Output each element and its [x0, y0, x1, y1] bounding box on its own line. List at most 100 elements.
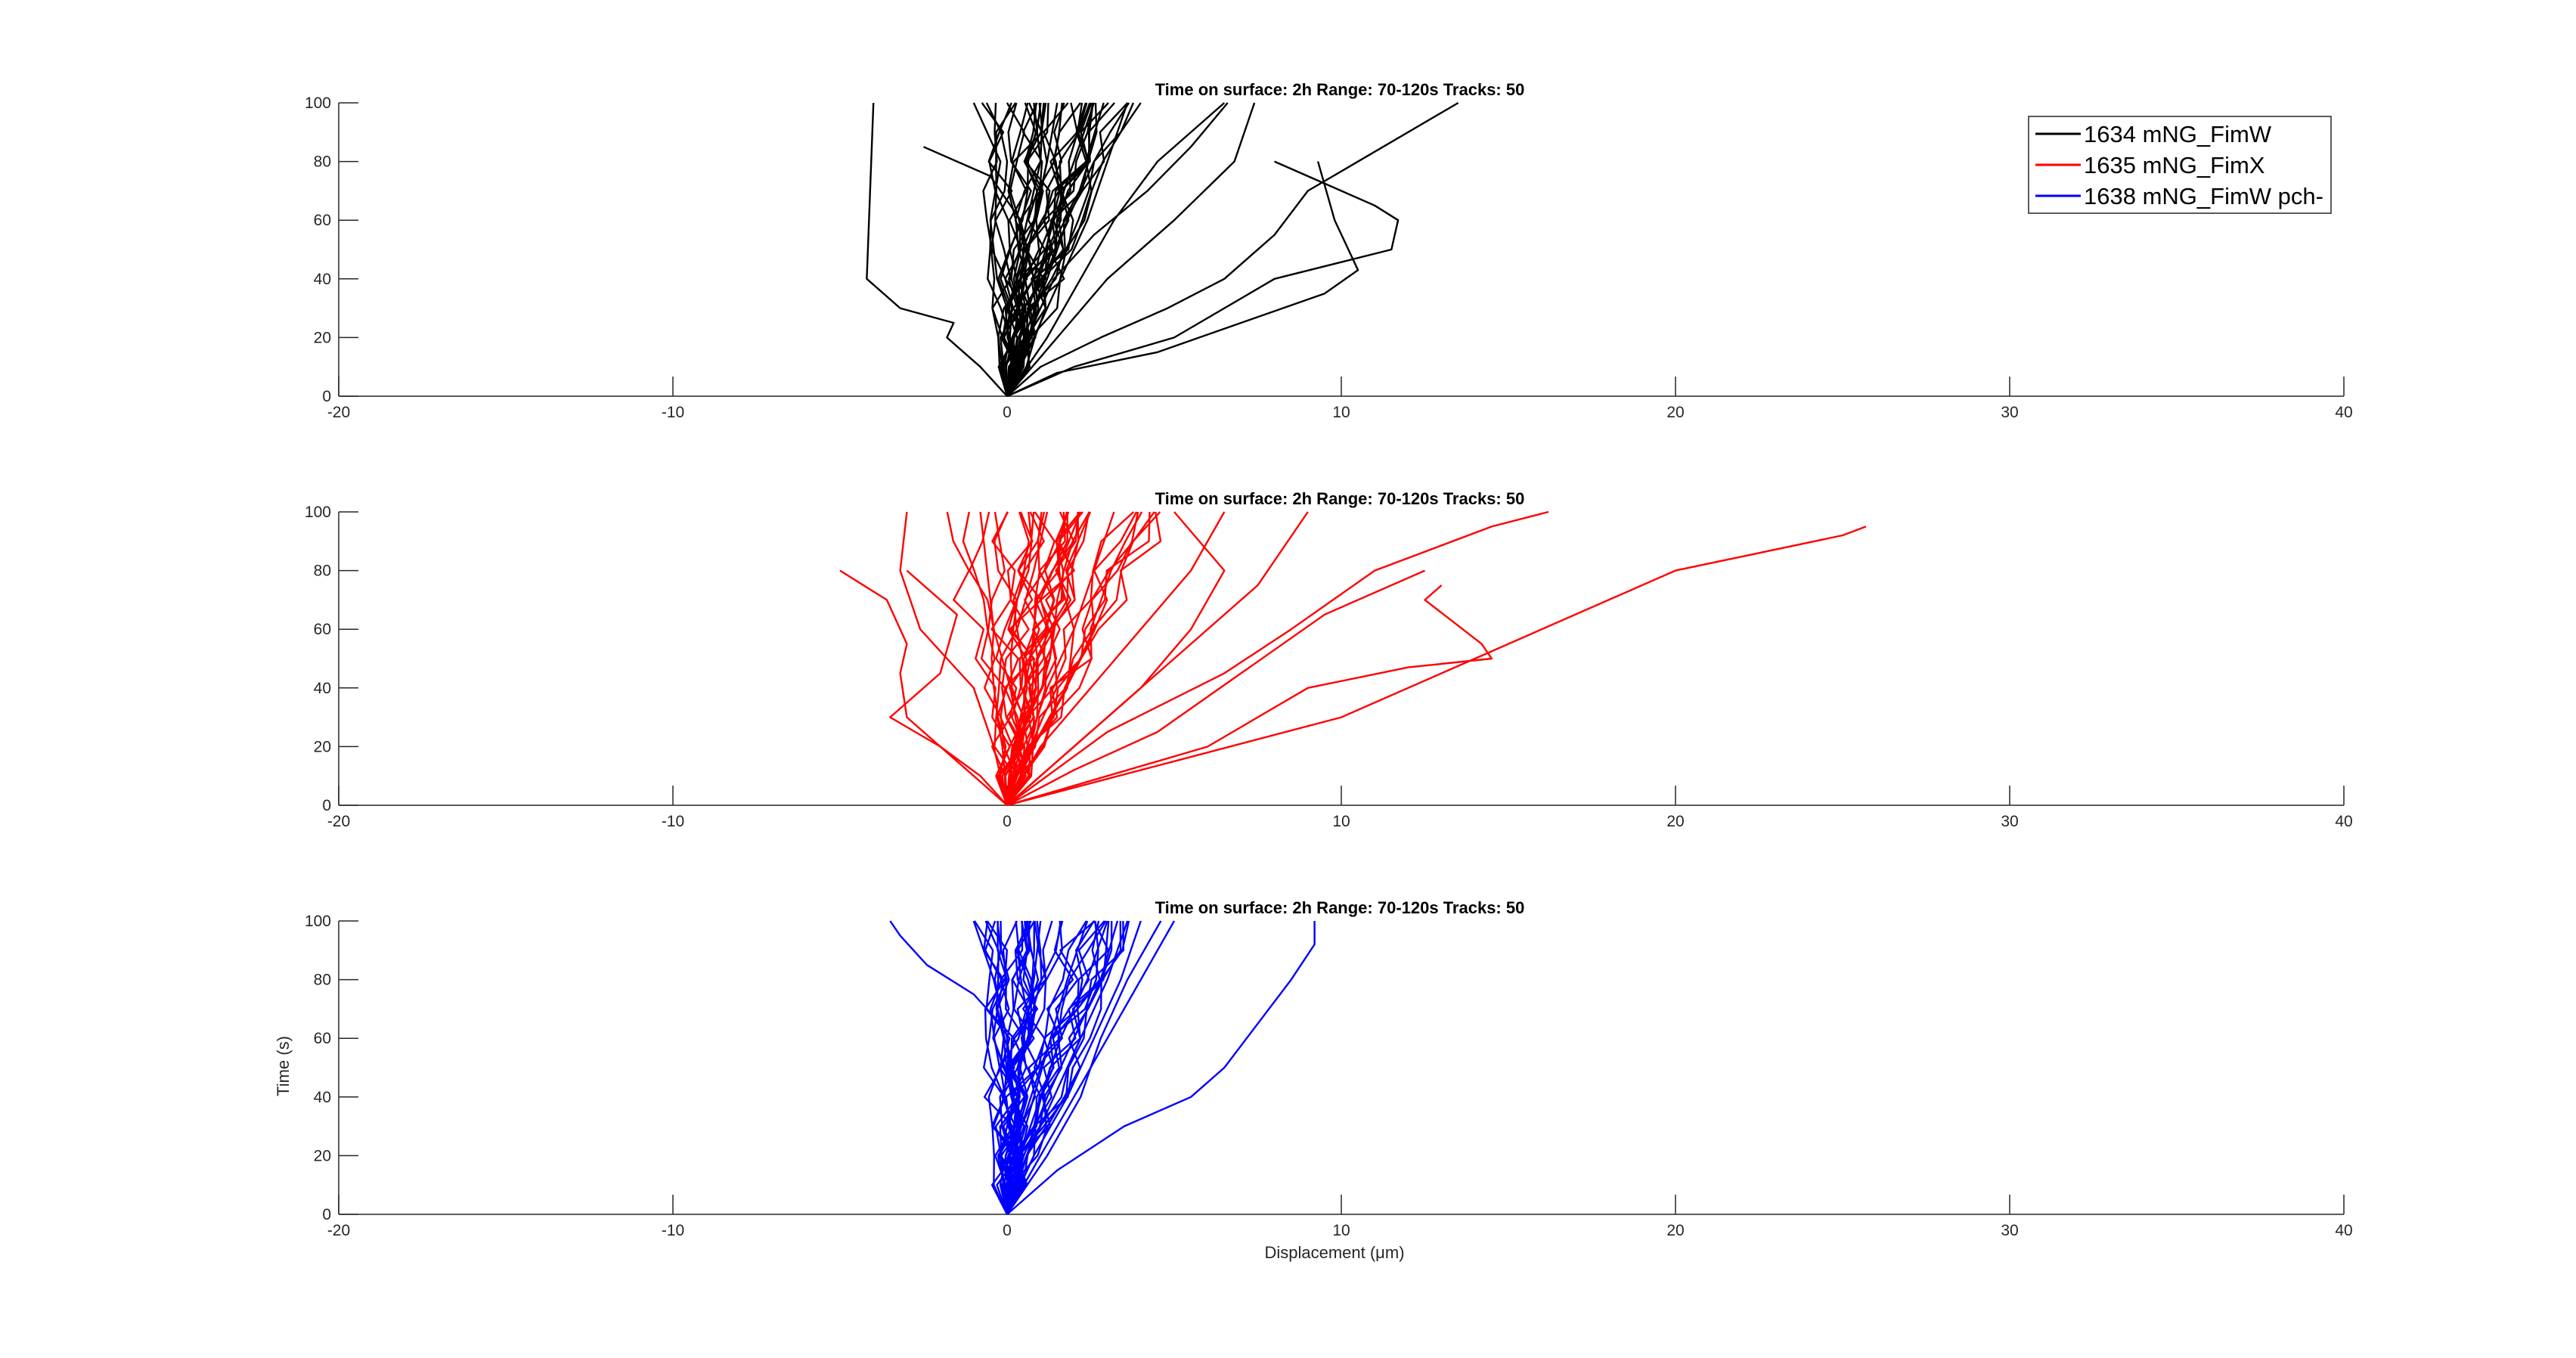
track-line	[1006, 921, 1316, 1215]
track-line	[990, 511, 1018, 806]
panel-title: Time on surface: 2h Range: 70-120s Track…	[1155, 898, 1525, 917]
track-line	[866, 102, 1008, 397]
y-tick-label: 100	[305, 504, 331, 521]
track-line	[1006, 510, 1549, 806]
y-tick-label: 80	[314, 563, 331, 580]
track-line	[1006, 920, 1096, 1215]
track-line	[1006, 511, 1143, 806]
track-line	[1006, 920, 1162, 1215]
track-line	[1006, 920, 1039, 1215]
y-tick-label: 100	[305, 95, 331, 112]
x-tick-label: 40	[2335, 404, 2352, 421]
x-tick-label: -20	[327, 404, 350, 421]
track-line	[987, 102, 1013, 397]
track-line	[1006, 511, 1135, 806]
y-tick-label: 20	[314, 738, 331, 755]
y-tick-label: 0	[322, 388, 331, 405]
track-line	[1003, 102, 1048, 397]
y-tick-label: 100	[305, 913, 331, 930]
x-tick-label: -20	[327, 813, 350, 830]
track-line	[1006, 102, 1087, 397]
panel-title: Time on surface: 2h Range: 70-120s Track…	[1155, 489, 1525, 508]
x-tick-label: 20	[1666, 813, 1684, 830]
x-tick-label: -10	[662, 1222, 684, 1239]
track-line	[889, 569, 1008, 806]
track-line	[1006, 920, 1110, 1215]
legend-entry-3: 1638 mNG_FimW pch-	[2084, 183, 2323, 209]
track-line	[981, 102, 1020, 397]
track-line	[1006, 511, 1080, 806]
panel-2: -20 -10 0 10 20 30 40 0 20 40 60 80 100 Time on surfa…	[305, 489, 2353, 830]
track-line	[997, 920, 1035, 1215]
track-line	[1006, 102, 1093, 397]
x-axis-label: Displacement (μm)	[1264, 1243, 1404, 1262]
track-line	[984, 920, 1015, 1215]
track-line	[1006, 511, 1226, 806]
track-line	[1006, 102, 1135, 397]
track-line	[990, 511, 1019, 806]
track-line	[1006, 920, 1107, 1215]
x-tick-label: -20	[327, 1222, 350, 1239]
track-line	[973, 920, 1014, 1215]
track-line	[985, 102, 1013, 397]
x-tick-label: 30	[2001, 813, 2018, 830]
y-tick-label: 40	[314, 680, 331, 697]
y-tick-label: 40	[314, 1089, 331, 1106]
x-tick-label: 30	[2001, 404, 2018, 421]
y-tick-label: 20	[314, 329, 331, 346]
track-line	[1006, 511, 1033, 806]
track-line	[998, 511, 1055, 806]
track-line	[1006, 102, 1226, 397]
track-line	[1006, 920, 1101, 1215]
y-tick-label: 20	[314, 1147, 331, 1164]
track-line	[1006, 511, 1045, 806]
y-tick-label: 0	[322, 1206, 331, 1223]
track-line	[1006, 569, 1425, 807]
x-tick-label: 20	[1666, 1222, 1684, 1239]
y-tick-label: 40	[314, 271, 331, 288]
y-tick-label: 0	[322, 797, 331, 814]
x-tick-label: 0	[1003, 1222, 1012, 1239]
track-line	[1006, 511, 1162, 806]
track-line	[994, 511, 1030, 806]
track-line	[962, 511, 1018, 806]
track-line	[1006, 102, 1256, 397]
track-line	[1006, 584, 1493, 807]
x-tick-label: 30	[2001, 1222, 2018, 1239]
track-line	[995, 511, 1056, 806]
x-tick-label: 0	[1003, 404, 1012, 421]
panel-title: Time on surface: 2h Range: 70-120s Track…	[1155, 80, 1525, 99]
panel-3: -20 -10 0 10 20 30 40 0 20 40 60 80 100 Time on surfa…	[305, 898, 2353, 1239]
y-tick-label: 80	[314, 153, 331, 171]
track-line	[1006, 101, 1459, 397]
x-tick-label: 10	[1332, 813, 1350, 830]
track-line	[1006, 160, 1400, 398]
x-tick-label: 40	[2335, 1222, 2352, 1239]
x-tick-label: -10	[662, 813, 684, 830]
x-tick-label: 40	[2335, 813, 2352, 830]
x-tick-label: 0	[1003, 813, 1012, 830]
legend: 1634 mNG_FimW 1635 mNG_FimX 1638 mNG_Fim…	[2028, 116, 2332, 214]
track-line	[1005, 920, 1031, 1215]
y-tick-label: 60	[314, 212, 331, 229]
panel-1: -20 -10 0 10 20 30 40 0 20 40 60 80 100 Time on surfa…	[305, 80, 2353, 421]
tracks-3	[889, 920, 1316, 1215]
x-tick-label: 10	[1332, 404, 1350, 421]
y-tick-label: 60	[314, 1030, 331, 1047]
legend-entry-2: 1635 mNG_FimX	[2084, 152, 2265, 178]
track-line	[982, 920, 1018, 1215]
tracks-1	[866, 101, 1459, 398]
y-tick-label: 80	[314, 972, 331, 989]
legend-entry-1: 1634 mNG_FimW	[2084, 121, 2272, 147]
x-tick-label: 10	[1332, 1222, 1350, 1239]
x-tick-label: -10	[662, 404, 684, 421]
x-tick-label: 20	[1666, 404, 1684, 421]
y-axis-label: Time (s)	[274, 1036, 293, 1096]
track-line	[1006, 161, 1359, 398]
track-line	[1006, 511, 1226, 806]
tracks-2	[839, 510, 1867, 807]
track-line	[1006, 526, 1867, 807]
track-line	[839, 569, 1008, 806]
